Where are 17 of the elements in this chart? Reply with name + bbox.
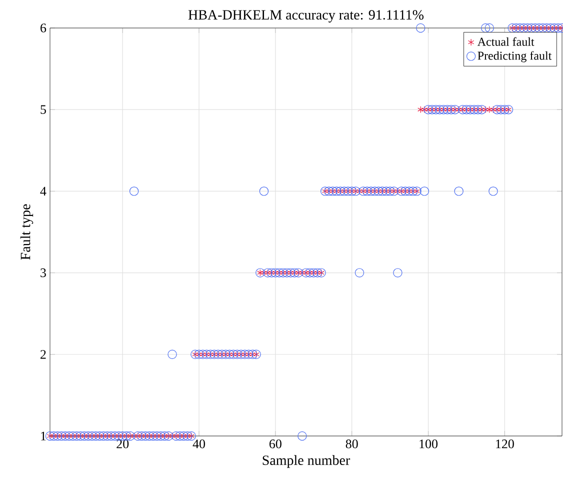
x-tick-label: 100 bbox=[420, 440, 438, 448]
x-tick-label: 120 bbox=[496, 440, 514, 448]
x-tick-label: 40 bbox=[192, 440, 206, 448]
y-tick-label: 4 bbox=[40, 186, 46, 196]
chart-title: HBA-DHKELM accuracy rate: 91.1111% bbox=[188, 10, 424, 22]
y-tick-label: 2 bbox=[40, 350, 46, 359]
legend-label: Predicting fault bbox=[478, 51, 552, 62]
y-tick-label: 1 bbox=[41, 432, 46, 440]
y-tick-label: 3 bbox=[40, 268, 46, 278]
legend-label: Actual fault bbox=[477, 37, 534, 46]
x-tick-label: 60 bbox=[270, 440, 282, 448]
x-tick-label: 20 bbox=[116, 440, 129, 448]
x-axis-title: Sample number bbox=[262, 455, 350, 468]
x-tick-label: 80 bbox=[346, 440, 358, 448]
y-tick-label: 6 bbox=[40, 24, 46, 32]
y-tick-label: 5 bbox=[40, 105, 46, 114]
y-axis-title: Fault type bbox=[20, 204, 34, 260]
